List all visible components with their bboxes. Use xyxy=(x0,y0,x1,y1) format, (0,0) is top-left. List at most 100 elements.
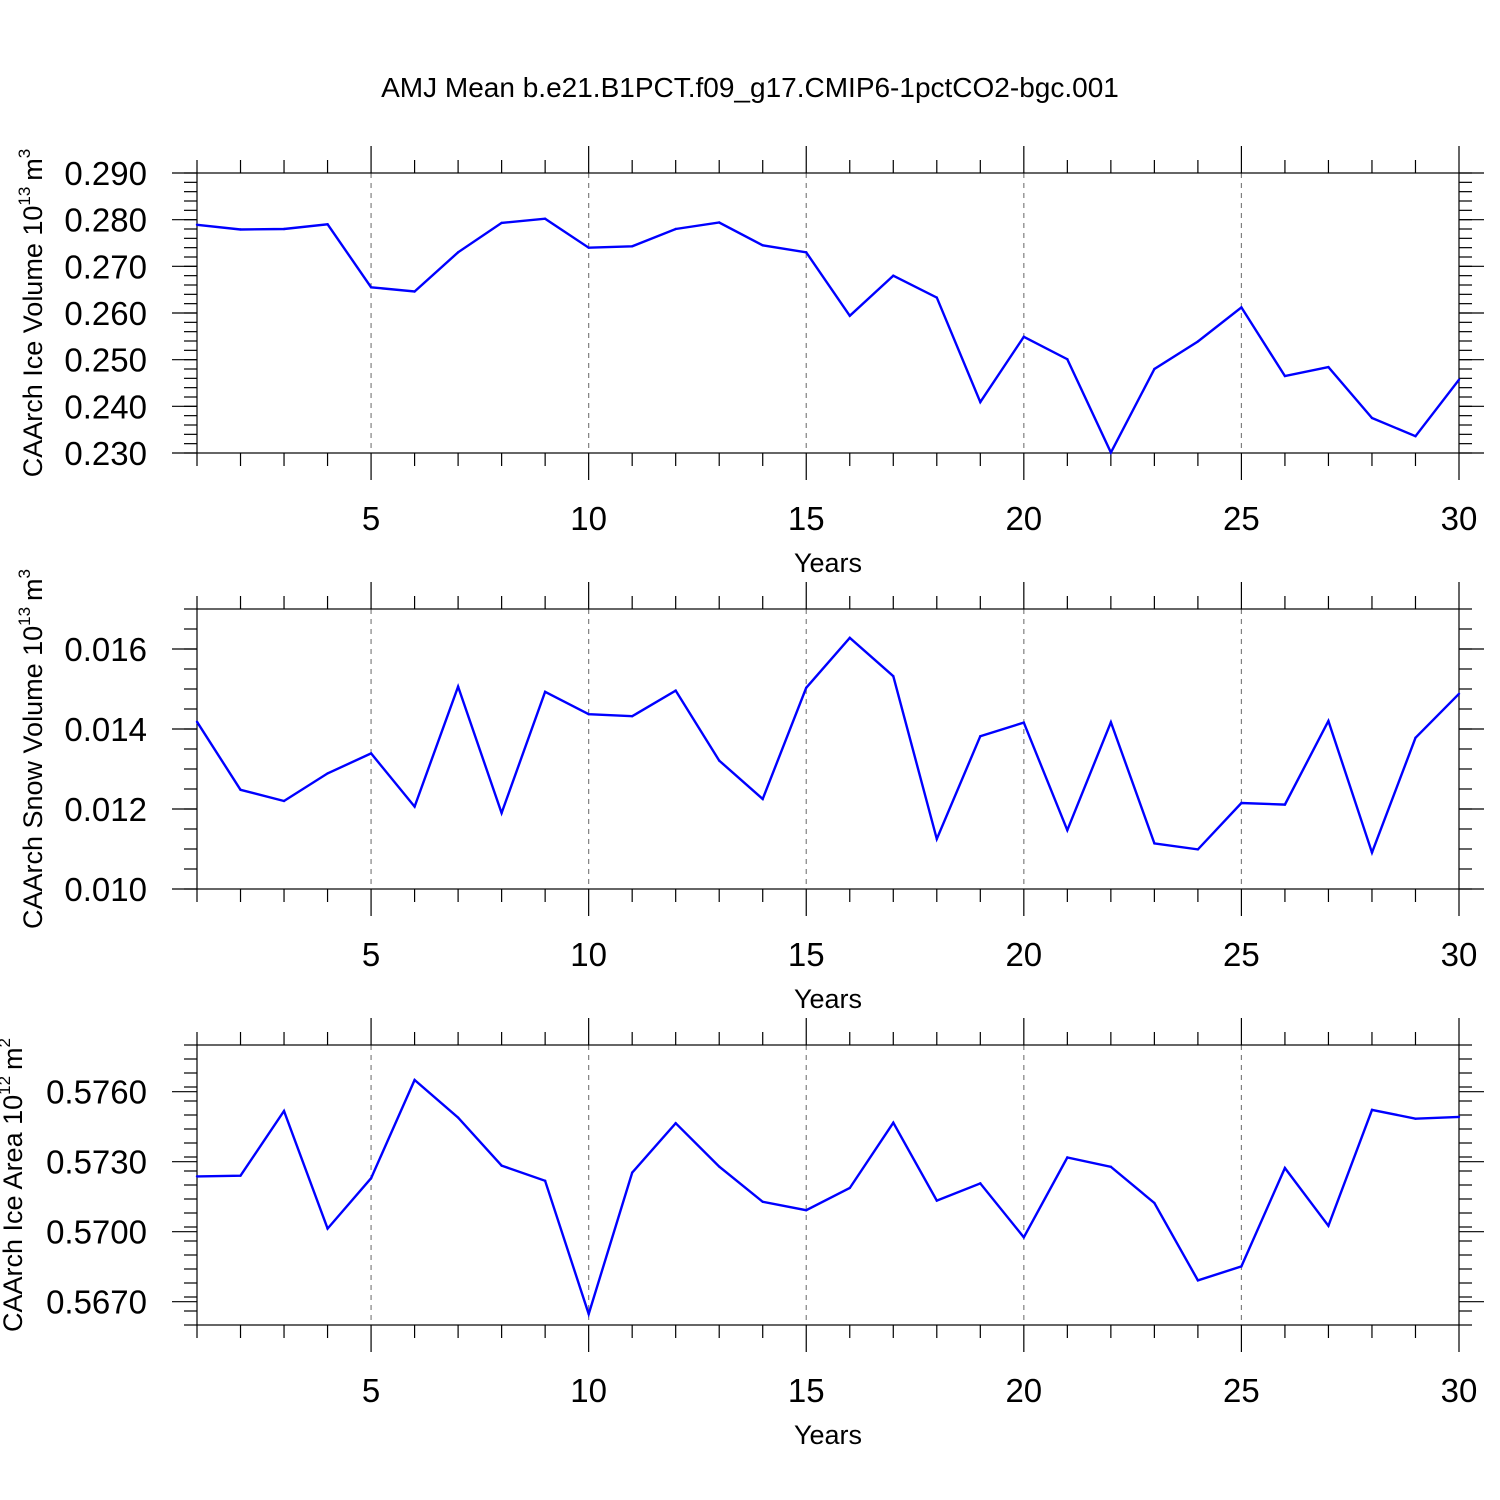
data-point xyxy=(935,296,938,299)
y-axis-label-main: CAArch Ice Area 10 xyxy=(0,1095,28,1332)
x-tick-label: 15 xyxy=(788,1372,825,1409)
data-point xyxy=(1196,340,1200,343)
data-point xyxy=(1022,1236,1026,1239)
data-point xyxy=(674,689,677,692)
x-tick-label: 25 xyxy=(1223,500,1260,537)
data-point xyxy=(195,720,199,723)
x-tick-label: 15 xyxy=(788,500,825,537)
y-axis-label-unit-exponent: 3 xyxy=(15,569,34,578)
data-point xyxy=(282,227,286,231)
data-point xyxy=(456,1116,460,1119)
y-tick-label: 0.290 xyxy=(64,155,147,192)
data-point xyxy=(1283,374,1287,378)
data-point xyxy=(674,227,677,231)
y-tick-label: 0.5760 xyxy=(46,1074,147,1111)
data-point xyxy=(413,1078,416,1082)
data-point xyxy=(805,1209,808,1212)
data-point xyxy=(892,274,895,277)
y-axis-label: CAArch Snow Volume 1013 m3 xyxy=(15,569,48,929)
data-point xyxy=(674,1121,677,1125)
data-point xyxy=(1283,1166,1287,1170)
data-point xyxy=(935,837,938,841)
data-point xyxy=(587,246,590,249)
data-point xyxy=(848,636,851,639)
data-point xyxy=(1457,692,1461,695)
series-line xyxy=(196,1078,1460,1318)
x-tick-label: 30 xyxy=(1441,936,1478,973)
data-point xyxy=(369,286,373,289)
data-point xyxy=(413,290,416,293)
data-point xyxy=(1370,851,1374,854)
plot-frame xyxy=(196,1044,1460,1326)
y-axis-label-main: CAArch Ice Volume 10 xyxy=(18,206,48,478)
x-tick-label: 5 xyxy=(362,500,380,537)
y-axis-label-unit: m xyxy=(18,158,48,181)
data-point xyxy=(587,713,590,716)
data-point xyxy=(848,1186,851,1190)
data-point xyxy=(282,799,286,803)
data-point xyxy=(543,1179,547,1183)
x-tick-label: 5 xyxy=(362,936,380,973)
data-point xyxy=(326,772,329,775)
data-point xyxy=(1066,358,1069,361)
x-tick-label: 15 xyxy=(788,936,825,973)
y-tick-label: 0.280 xyxy=(64,202,147,239)
x-tick-label: 30 xyxy=(1441,500,1478,537)
data-point xyxy=(805,251,808,254)
x-axis-label: Years xyxy=(794,548,862,578)
data-point xyxy=(500,1164,503,1167)
y-axis-label-exponent: 13 xyxy=(15,187,34,206)
y-tick-label: 0.260 xyxy=(64,295,147,332)
data-point xyxy=(892,1121,895,1124)
data-point xyxy=(326,223,329,226)
data-point xyxy=(1196,848,1200,851)
x-tick-label: 20 xyxy=(1005,1372,1042,1409)
data-point xyxy=(1457,1115,1461,1119)
x-tick-label: 25 xyxy=(1223,1372,1260,1409)
y-tick-label: 0.016 xyxy=(64,631,147,668)
chart-title: AMJ Mean b.e21.B1PCT.f09_g17.CMIP6-1pctC… xyxy=(381,72,1119,103)
y-tick-label: 0.5670 xyxy=(46,1284,147,1321)
x-axis-label: Years xyxy=(794,1420,862,1450)
data-point xyxy=(1414,1117,1417,1120)
y-tick-label: 0.010 xyxy=(64,871,147,908)
data-point xyxy=(718,759,721,762)
x-axis-label: Years xyxy=(794,984,862,1014)
data-point xyxy=(1022,721,1026,724)
data-point xyxy=(630,715,634,718)
data-point xyxy=(1196,1279,1200,1282)
data-point xyxy=(1240,306,1243,309)
y-tick-label: 0.230 xyxy=(64,435,147,472)
plot-panel-3: 0.5670 0.5700 0.5730 0.5760 5 10 15 20 25 30 Years… xyxy=(0,1018,1484,1450)
data-point xyxy=(369,752,373,755)
data-point xyxy=(587,1312,590,1316)
y-tick-label: 0.5730 xyxy=(46,1144,147,1181)
y-axis-label-unit: m xyxy=(18,578,48,601)
data-point xyxy=(761,1200,764,1204)
data-point xyxy=(1153,1201,1156,1205)
data-point xyxy=(1370,416,1374,420)
data-point xyxy=(195,1175,199,1178)
data-point xyxy=(1283,803,1287,806)
plot-frame xyxy=(196,608,1460,890)
data-point xyxy=(979,735,982,738)
data-point xyxy=(413,805,416,808)
data-point xyxy=(1370,1108,1374,1112)
data-point xyxy=(500,221,503,225)
data-point xyxy=(195,223,199,226)
data-point xyxy=(1066,1156,1069,1159)
x-tick-label: 30 xyxy=(1441,1372,1478,1409)
y-axis-label-unit-exponent: 3 xyxy=(15,149,34,158)
series-line xyxy=(195,636,1460,857)
y-axis-label-unit-exponent: 2 xyxy=(0,1038,14,1047)
data-point xyxy=(1240,801,1243,805)
data-point xyxy=(935,1199,938,1202)
data-point xyxy=(369,1177,373,1180)
data-point xyxy=(848,314,851,317)
data-point xyxy=(805,686,808,689)
y-tick-label: 0.012 xyxy=(64,791,147,828)
y-tick-label: 0.250 xyxy=(64,342,147,379)
x-tick-label: 20 xyxy=(1005,500,1042,537)
data-point xyxy=(456,251,460,254)
data-point xyxy=(1109,1165,1113,1169)
